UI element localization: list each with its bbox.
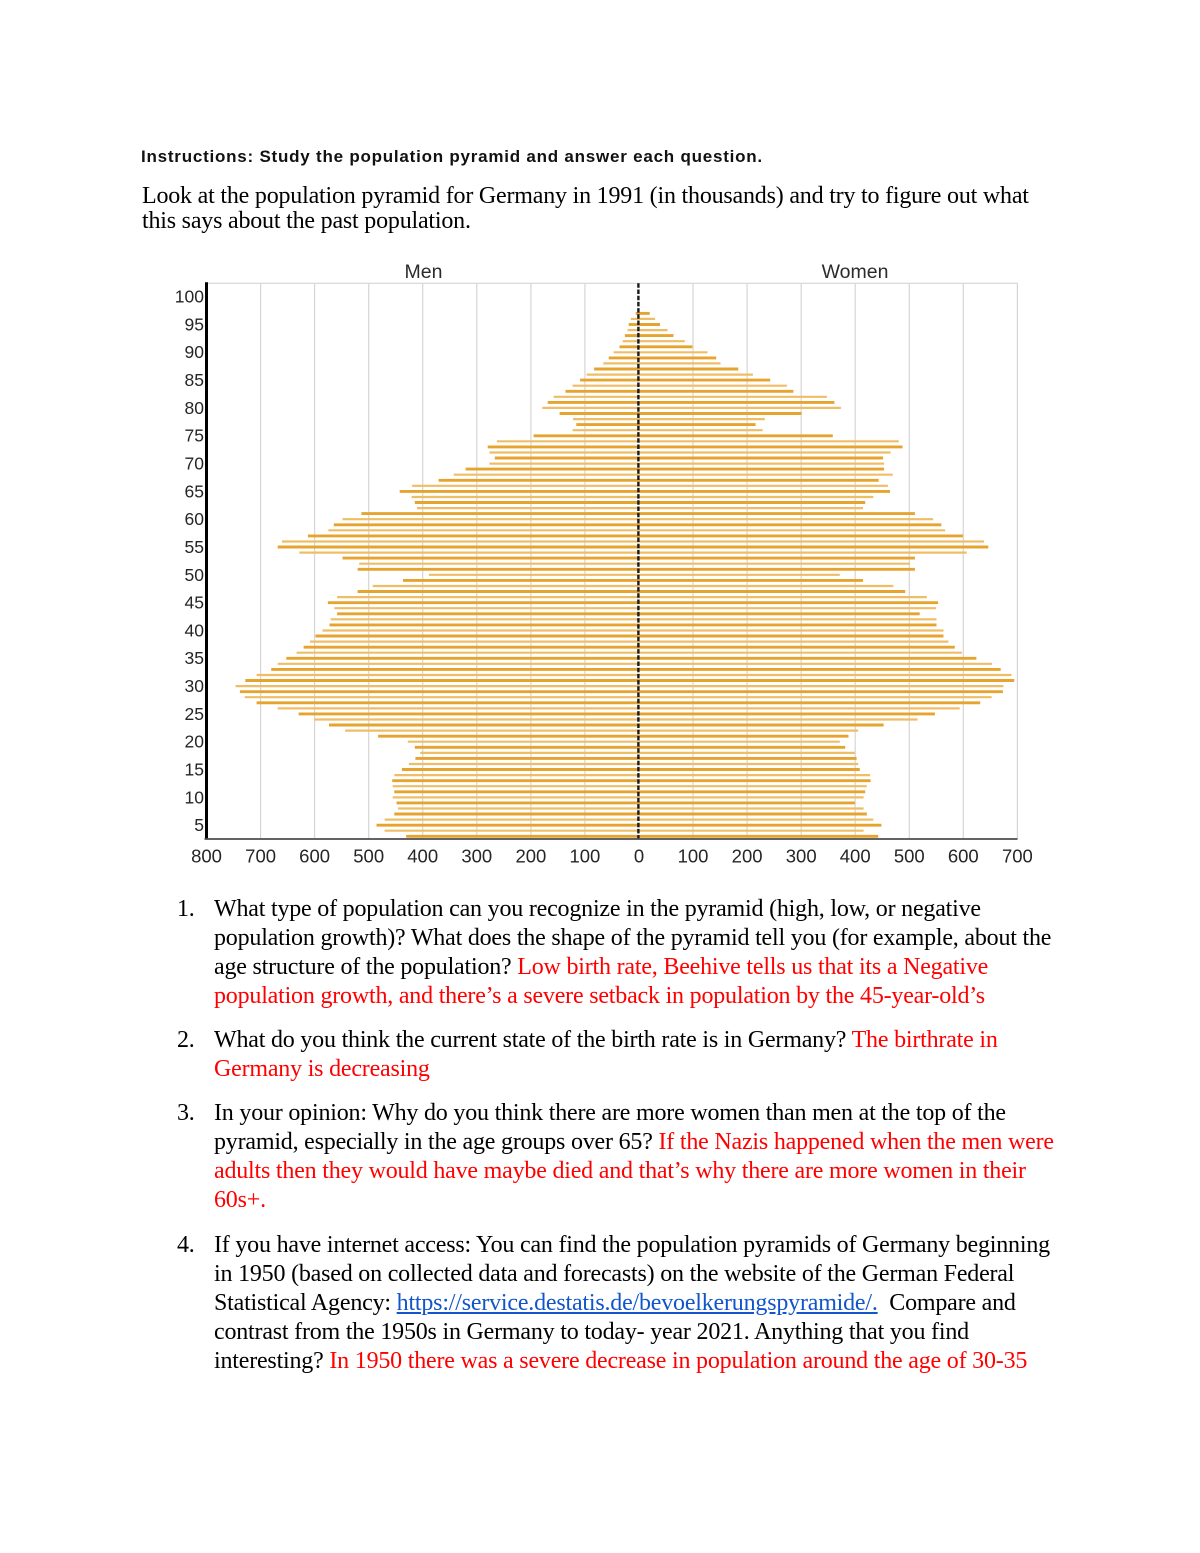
svg-text:500: 500	[353, 846, 384, 867]
svg-text:Men: Men	[405, 261, 443, 283]
svg-text:35: 35	[185, 648, 204, 668]
svg-text:70: 70	[185, 454, 205, 474]
svg-text:500: 500	[894, 846, 925, 867]
svg-text:65: 65	[185, 481, 204, 501]
svg-text:100: 100	[175, 287, 204, 307]
svg-text:300: 300	[461, 846, 492, 867]
svg-text:300: 300	[786, 846, 817, 867]
svg-text:20: 20	[185, 732, 205, 752]
svg-text:400: 400	[840, 846, 871, 867]
svg-text:75: 75	[185, 426, 204, 446]
svg-text:50: 50	[185, 565, 205, 585]
svg-text:0: 0	[634, 846, 644, 867]
svg-text:200: 200	[515, 846, 546, 867]
svg-text:55: 55	[185, 537, 204, 557]
svg-text:700: 700	[1002, 846, 1033, 867]
svg-text:400: 400	[407, 846, 438, 867]
svg-text:200: 200	[732, 846, 763, 867]
svg-text:60: 60	[185, 509, 205, 529]
svg-text:100: 100	[678, 846, 709, 867]
svg-text:600: 600	[299, 846, 330, 867]
svg-text:10: 10	[185, 787, 205, 807]
svg-text:700: 700	[245, 846, 276, 867]
svg-text:800: 800	[191, 846, 222, 867]
svg-text:15: 15	[185, 760, 204, 780]
svg-text:30: 30	[185, 676, 205, 696]
svg-text:45: 45	[185, 593, 204, 613]
svg-text:5: 5	[194, 815, 204, 835]
svg-text:90: 90	[185, 342, 205, 362]
svg-text:80: 80	[185, 398, 205, 418]
svg-text:25: 25	[185, 704, 204, 724]
svg-text:40: 40	[185, 620, 205, 640]
svg-text:95: 95	[185, 314, 204, 334]
svg-text:Women: Women	[822, 261, 889, 283]
svg-text:100: 100	[569, 846, 600, 867]
svg-text:85: 85	[185, 370, 204, 390]
svg-text:600: 600	[948, 846, 979, 867]
